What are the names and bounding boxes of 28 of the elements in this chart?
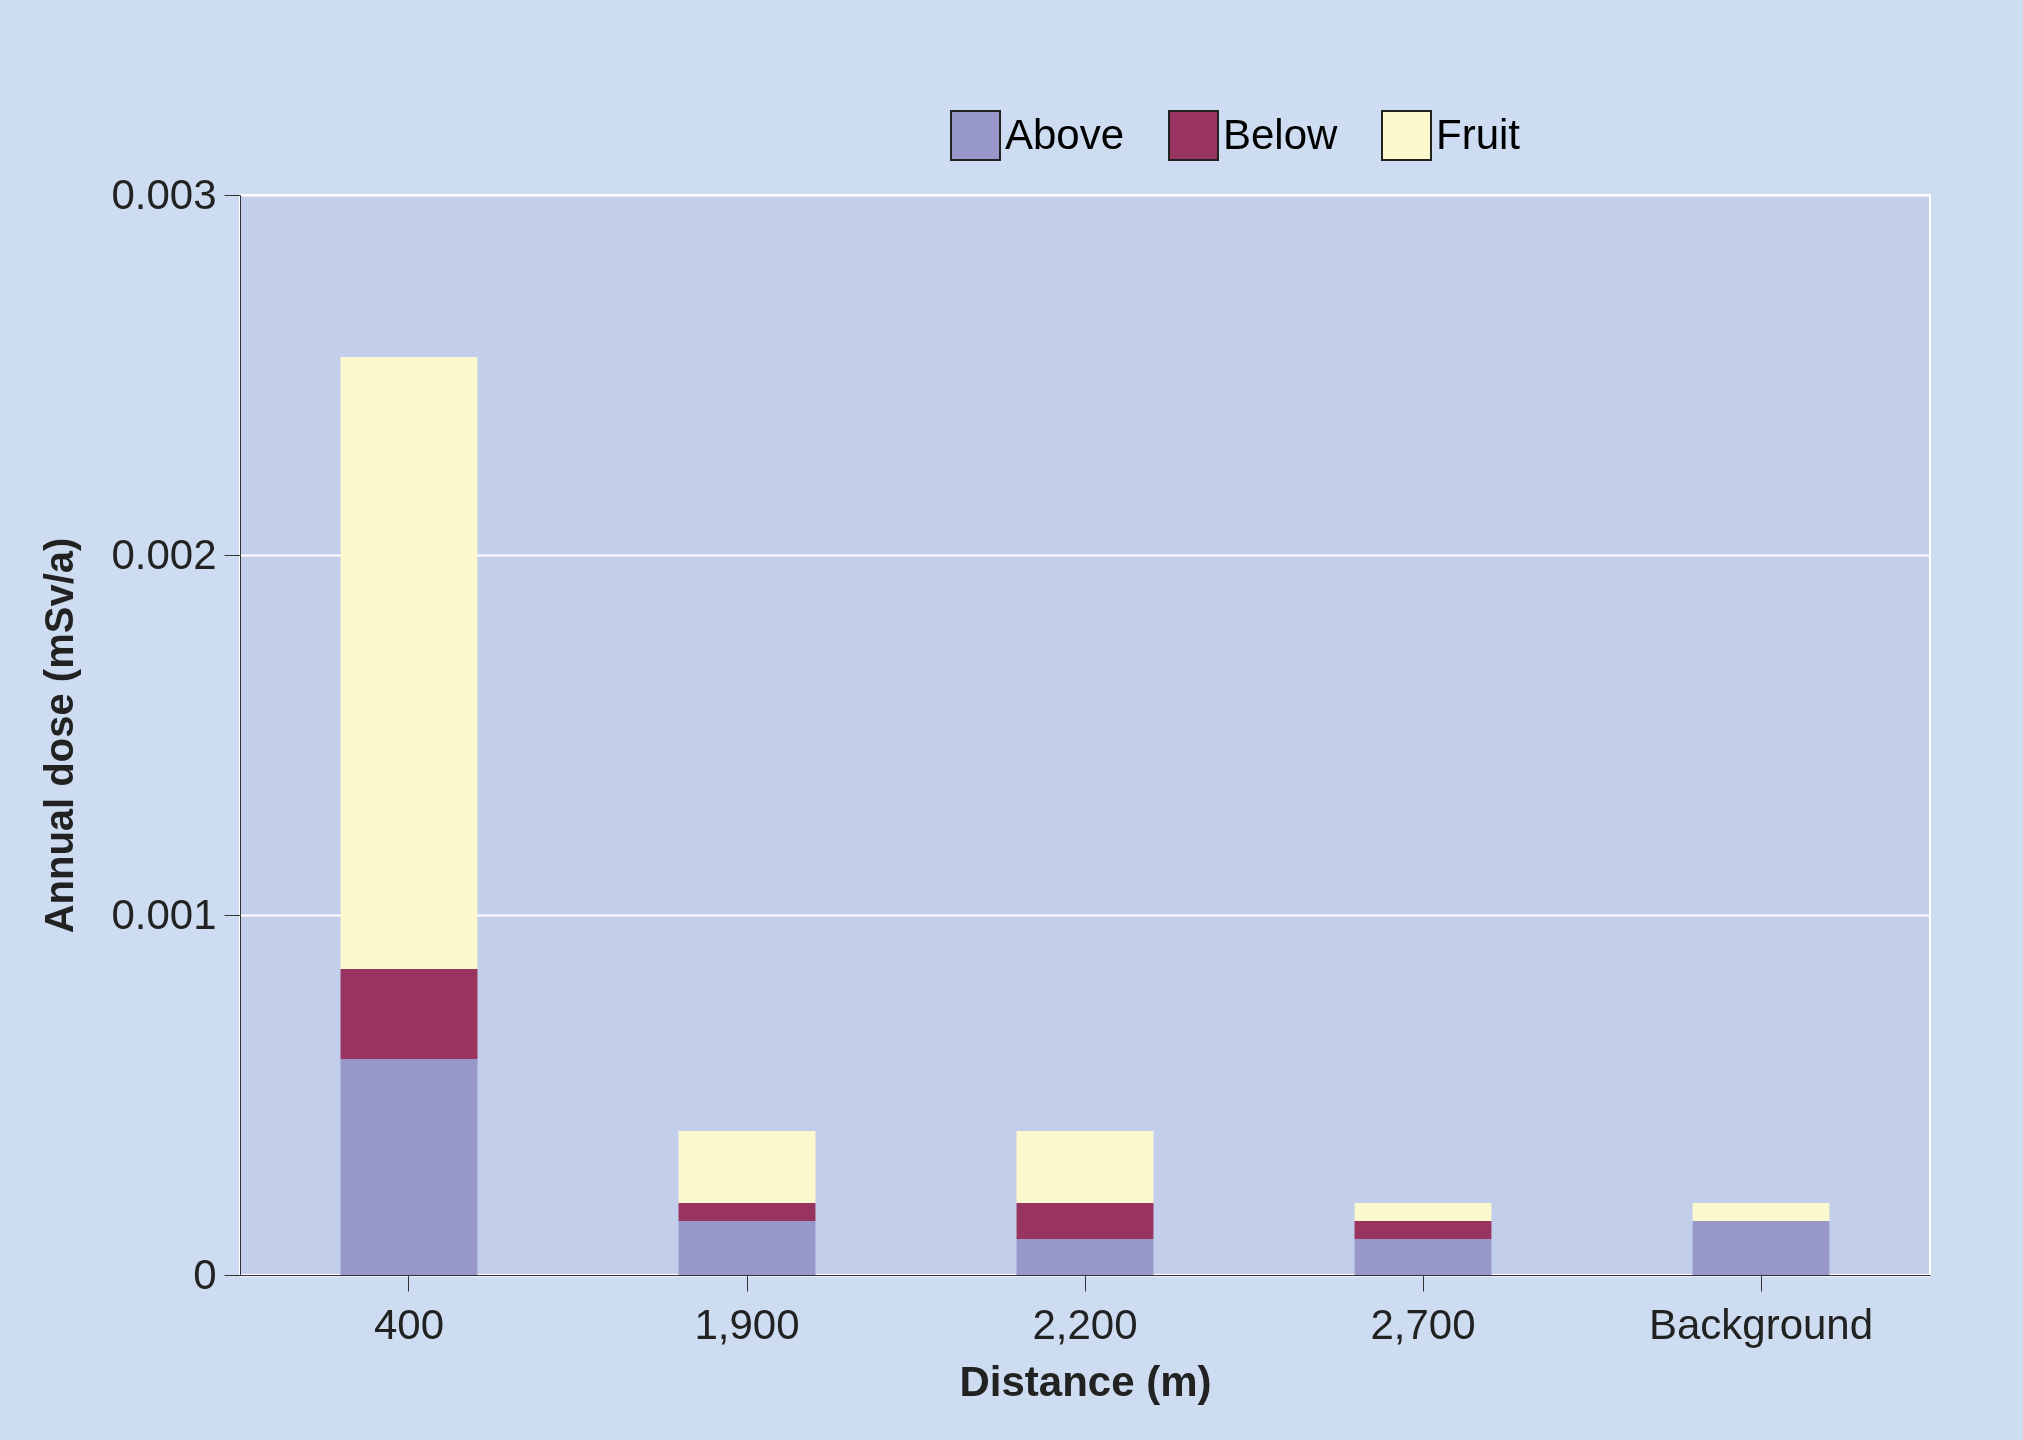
x-tick-label: 2,200 [1032,1300,1138,1348]
legend-label: Below [1223,110,1339,158]
bar [340,357,478,969]
bar [1016,1131,1154,1203]
bar [1354,1239,1492,1275]
x-tick-label: 1,900 [694,1300,800,1348]
x-tick-label: Background [1648,1300,1874,1348]
y-tick-label: 0.002 [111,530,217,578]
bar [1692,1203,1830,1221]
bar [678,1221,816,1275]
legend-label: Above [1005,110,1125,158]
y-axis-title: Annual dose (mSv/a) [37,537,82,934]
bar [340,1059,478,1275]
x-tick-label: 400 [373,1300,445,1348]
bar [678,1131,816,1203]
y-tick-label: 0.001 [111,890,217,938]
bar [1354,1203,1492,1221]
bar [1016,1203,1154,1239]
bar [340,969,478,1059]
bar [1354,1221,1492,1239]
bar [1016,1239,1154,1275]
y-tick-label: 0 [193,1250,217,1298]
x-axis-title: Distance (m) [959,1357,1212,1405]
bar [678,1203,816,1221]
x-tick-label: 2,700 [1370,1300,1476,1348]
y-tick-label: 0.003 [111,170,217,218]
bar [1692,1221,1830,1275]
legend-label: Fruit [1436,110,1521,158]
